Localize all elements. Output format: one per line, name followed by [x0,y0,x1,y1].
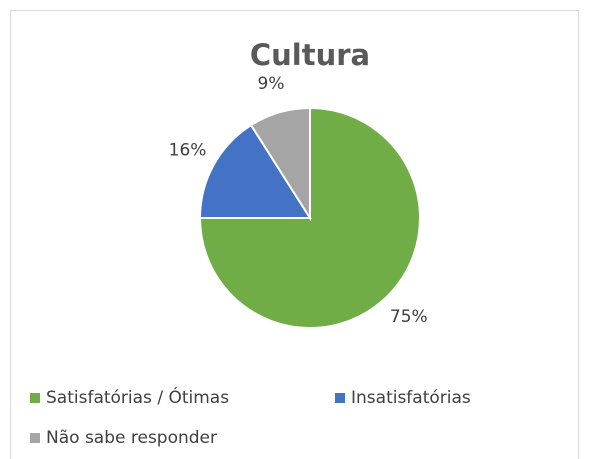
legend-swatch [30,393,40,403]
legend-label: Satisfatórias / Ótimas [46,386,229,408]
data-label: 9% [258,74,285,94]
legend-swatch [335,393,345,403]
pie-slice [249,106,311,222]
data-label: 75% [390,307,428,327]
pie-slice [198,123,312,219]
legend-swatch [30,433,40,443]
chart-title: Cultura [250,38,370,72]
legend-label: Insatisfatórias [351,388,471,408]
data-label: 16% [169,141,207,161]
legend-label: Não sabe responder [46,428,217,448]
